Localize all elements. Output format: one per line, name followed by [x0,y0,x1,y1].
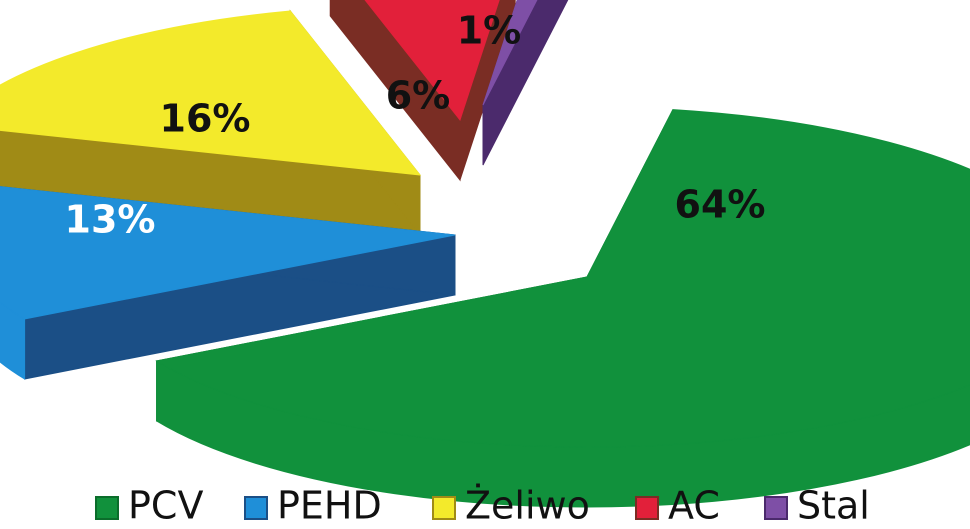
legend-item-pehd: PEHD [244,484,382,528]
legend-label: PCV [128,484,203,528]
slice-pcv-top [155,109,970,448]
legend-label: Żeliwo [465,484,590,528]
legend-swatch [635,496,659,520]
slice-stal-wall-end [482,0,569,166]
data-label-pehd: 13% [65,198,156,242]
legend-swatch [244,496,268,520]
chart-legend: PCV PEHD Żeliwo AC Stal [95,484,870,528]
legend-label: PEHD [277,484,382,528]
legend-swatch [764,496,788,520]
legend-item--eliwo: Żeliwo [432,484,590,528]
slice-ac-top [364,0,500,122]
data-label--eliwo: 16% [160,97,251,141]
slice--eliwo-top [0,10,422,176]
pie-slice-tops [0,0,970,448]
slice-pehd-top [0,186,456,320]
legend-item-ac: AC [635,484,720,528]
data-label-pcv: 64% [675,183,766,227]
legend-swatch [432,496,456,520]
slice-pehd-outer-side [0,301,26,380]
legend-item-pcv: PCV [95,484,203,528]
legend-label: AC [668,484,720,528]
pie-data-labels: 64% 13% 16% 6%1% [65,9,766,242]
slice-stal-top [482,0,538,106]
legend-item-stal: Stal [764,484,870,528]
data-label-stal: 1% [457,9,522,53]
legend-label: Stal [797,484,870,528]
data-label-ac: 6% [386,74,451,118]
legend-swatch [95,496,119,520]
